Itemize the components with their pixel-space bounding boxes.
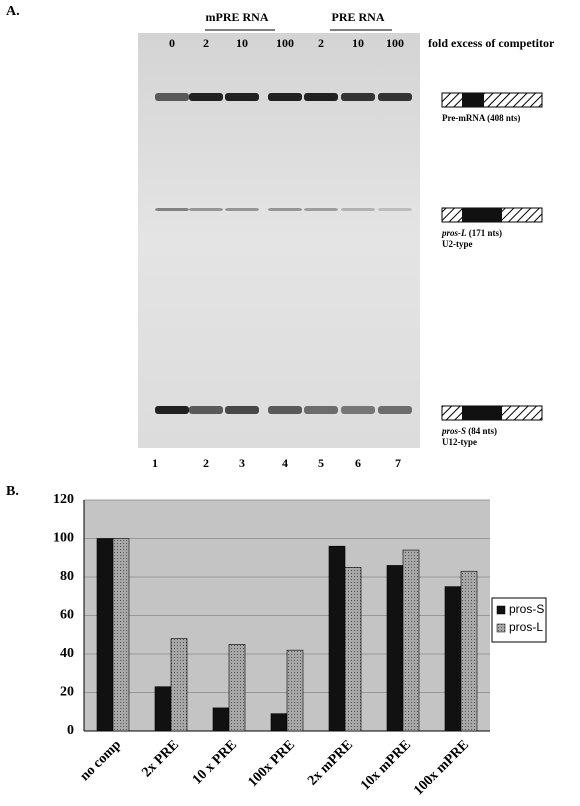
lane-number: 6: [355, 456, 361, 470]
gel-band: [225, 208, 259, 211]
legend-swatch: [496, 623, 506, 633]
gel-band: [268, 208, 302, 211]
gel-band: [378, 406, 412, 414]
bar: [170, 638, 188, 732]
gel-band: [341, 406, 375, 414]
bar: [270, 713, 288, 732]
bar: [460, 570, 478, 732]
gel-band: [155, 406, 189, 414]
band-label: Pre-mRNA (408 nts): [442, 113, 520, 123]
band-gene: pros-L: [441, 228, 467, 238]
gel-band: [155, 93, 189, 101]
x-tick-label: 10 x PRE: [190, 737, 240, 787]
gel-band: [189, 406, 223, 414]
x-tick-label: 2x mPRE: [305, 737, 356, 788]
gel: [138, 33, 420, 448]
gel-band: [268, 93, 302, 101]
bar: [286, 649, 304, 732]
lane-number: 3: [239, 456, 245, 470]
band-type: U2-type: [442, 239, 473, 249]
legend-label: pros-L: [509, 620, 543, 634]
lane-number: 2: [203, 456, 209, 470]
y-tick-label: 80: [60, 569, 74, 584]
bar: [444, 586, 462, 732]
fold-caption: fold excess of competitor: [428, 36, 555, 50]
y-tick-label: 120: [53, 492, 74, 507]
bar: [112, 538, 130, 732]
lane-fold: 0: [169, 36, 175, 50]
bar: [212, 707, 230, 732]
gel-band: [155, 208, 189, 211]
gel-band: [378, 93, 412, 101]
gel-band: [378, 208, 412, 211]
y-tick-label: 0: [67, 723, 74, 738]
gel-band: [189, 93, 223, 101]
exon-box: [462, 208, 502, 222]
lane-fold: 100: [276, 36, 294, 50]
x-tick-label: 100x mPRE: [411, 737, 472, 798]
bar: [344, 567, 362, 732]
gel-band: [189, 208, 223, 211]
y-tick-label: 20: [60, 685, 74, 700]
bar: [96, 538, 114, 732]
legend: [491, 597, 547, 643]
lane-fold: 2: [203, 36, 209, 50]
bar: [386, 565, 404, 732]
gel-band: [225, 93, 259, 101]
lane-fold: 100: [386, 36, 404, 50]
gel-band: [225, 406, 259, 414]
bar: [154, 686, 172, 732]
gel-band: [341, 208, 375, 211]
x-tick-label: 100x PRE: [245, 737, 298, 790]
bar: [228, 644, 246, 732]
band-size: (84 nts): [468, 426, 497, 436]
gel-band: [304, 406, 338, 414]
band-label: pros-L (171 nts): [441, 228, 502, 238]
band-size: (171 nts): [469, 228, 502, 238]
exon-box: [462, 93, 484, 107]
band-size: (408 nts): [487, 113, 520, 123]
bar: [402, 549, 420, 732]
gel-band: [268, 406, 302, 414]
panel-label: B.: [6, 484, 19, 499]
lane-number: 1: [152, 456, 158, 470]
panel-label: A.: [6, 4, 20, 19]
lane-number: 7: [395, 456, 401, 470]
y-tick-label: 100: [53, 531, 74, 546]
bar: [328, 545, 346, 732]
band-gene: pros-S: [441, 426, 466, 436]
construct-box: [441, 92, 543, 108]
x-tick-label: 2x PRE: [139, 737, 182, 780]
x-tick-label: no comp: [77, 737, 124, 784]
lane-fold: 10: [352, 36, 364, 50]
band-gene: Pre-mRNA: [442, 113, 486, 123]
lane-number: 4: [282, 456, 288, 470]
legend-label: pros-S: [509, 602, 544, 616]
exon-box: [462, 406, 502, 420]
x-tick-label: 10x mPRE: [358, 737, 414, 793]
band-label: pros-S (84 nts): [441, 426, 497, 436]
gel-band: [304, 208, 338, 211]
y-tick-label: 40: [60, 646, 74, 661]
y-tick-label: 60: [60, 608, 74, 623]
gel-band: [304, 93, 338, 101]
lane-fold: 10: [236, 36, 248, 50]
lane-number: 5: [318, 456, 324, 470]
group-label: mPRE RNA: [206, 10, 269, 24]
gel-band: [341, 93, 375, 101]
lane-fold: 2: [318, 36, 324, 50]
band-type: U12-type: [442, 437, 477, 447]
legend-swatch: [496, 605, 506, 615]
group-label: PRE RNA: [332, 10, 385, 24]
